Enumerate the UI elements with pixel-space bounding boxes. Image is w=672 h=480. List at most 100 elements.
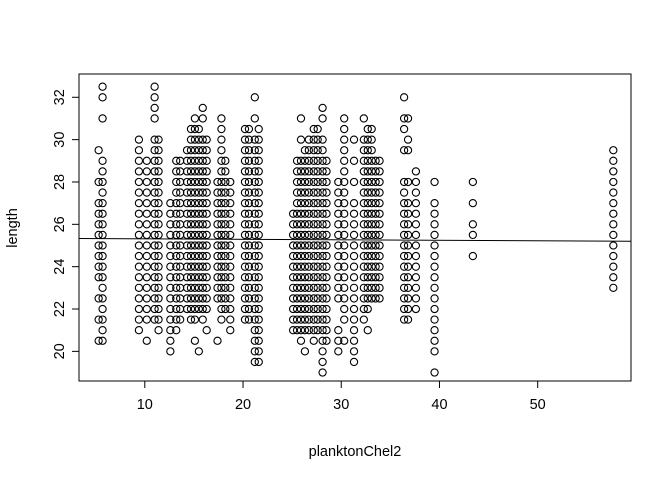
data-point (367, 241, 376, 250)
data-point (190, 241, 200, 250)
data-point (349, 230, 359, 240)
data-point (240, 283, 250, 292)
data-point (403, 177, 413, 187)
data-point (250, 188, 259, 197)
data-point (411, 251, 421, 261)
data-point (182, 241, 192, 250)
data-point (172, 273, 181, 282)
data-point (318, 241, 327, 250)
data-point (288, 230, 298, 240)
data-point (318, 209, 327, 218)
data-point (94, 273, 103, 282)
data-point (371, 177, 380, 187)
data-point (226, 198, 235, 208)
data-point (411, 220, 421, 229)
data-point (309, 198, 318, 208)
data-point (150, 156, 159, 165)
data-point (304, 177, 313, 187)
data-point (226, 230, 235, 240)
data-point (150, 82, 159, 91)
data-point (134, 230, 144, 240)
data-point (94, 209, 103, 218)
data-point (150, 315, 159, 324)
data-point (194, 283, 203, 292)
data-point (150, 146, 159, 155)
data-point (288, 294, 298, 303)
data-point (609, 146, 618, 155)
data-point (318, 283, 327, 292)
data-point (609, 251, 618, 261)
data-point (300, 241, 310, 250)
data-point (359, 146, 368, 155)
data-point (198, 241, 207, 250)
data-point (292, 198, 302, 208)
data-point (98, 326, 107, 335)
data-point (172, 177, 181, 187)
data-point (202, 146, 211, 155)
data-point (340, 336, 349, 345)
data-point (176, 315, 185, 324)
data-point (304, 273, 313, 282)
data-point (322, 220, 331, 229)
data-point (221, 262, 230, 271)
y-axis: 20 22 24 26 28 30 32 (52, 89, 80, 359)
data-point (250, 283, 259, 292)
data-point (134, 241, 144, 250)
data-point (254, 188, 263, 197)
data-point (367, 251, 376, 261)
data-points (94, 82, 618, 377)
data-point (300, 198, 310, 208)
data-point (292, 273, 302, 282)
data-point (250, 336, 259, 345)
data-point (340, 156, 349, 165)
data-point (296, 251, 306, 261)
data-point (226, 283, 235, 292)
data-point (403, 135, 413, 144)
data-point (363, 220, 372, 229)
data-point (363, 230, 372, 240)
data-point (349, 273, 359, 282)
x-tick-label: 40 (431, 397, 447, 413)
data-point (322, 283, 331, 292)
data-point (240, 209, 250, 218)
data-point (190, 315, 200, 324)
data-point (399, 124, 409, 134)
data-point (359, 135, 368, 144)
data-point (240, 304, 250, 314)
data-point (186, 273, 196, 282)
data-point (403, 315, 413, 324)
data-point (254, 241, 263, 250)
data-point (254, 294, 263, 303)
data-point (182, 220, 192, 229)
data-point (288, 326, 298, 335)
data-point (98, 336, 107, 345)
data-point (313, 146, 322, 155)
data-point (213, 177, 222, 187)
data-point (202, 304, 211, 314)
data-point (244, 294, 254, 303)
data-point (98, 262, 107, 271)
data-point (340, 273, 349, 282)
data-point (194, 230, 203, 240)
data-point (340, 167, 349, 176)
data-point (202, 209, 211, 218)
data-point (202, 251, 211, 261)
data-point (182, 262, 192, 271)
data-point (609, 220, 618, 229)
data-point (194, 135, 203, 144)
data-point (221, 209, 230, 218)
data-point (288, 304, 298, 314)
data-point (313, 315, 322, 324)
data-point (240, 198, 250, 208)
data-point (300, 283, 310, 292)
data-point (142, 336, 151, 345)
data-point (322, 188, 331, 197)
data-point (468, 251, 478, 261)
data-point (309, 177, 318, 187)
data-point (375, 156, 384, 165)
data-point (322, 167, 331, 176)
data-point (309, 209, 318, 218)
data-point (292, 188, 302, 197)
data-point (194, 198, 203, 208)
data-point (411, 167, 421, 176)
